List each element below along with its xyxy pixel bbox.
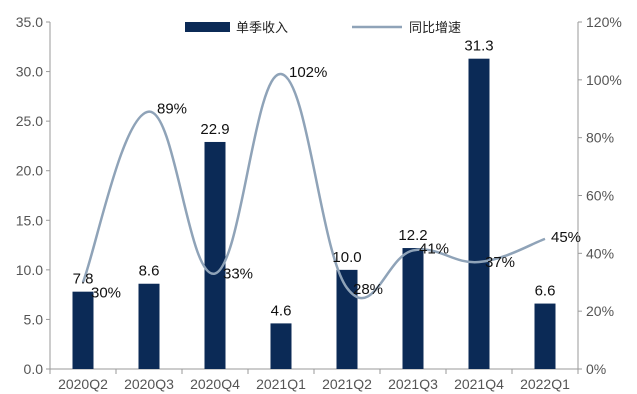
line-layer bbox=[81, 72, 546, 300]
line-value-label: 33% bbox=[223, 266, 253, 283]
legend-bar-label: 单季收入 bbox=[236, 21, 288, 36]
bar bbox=[204, 141, 226, 369]
legend-bar-swatch bbox=[185, 22, 230, 32]
x-tick-label: 2020Q2 bbox=[58, 376, 108, 392]
line-value-label: 102% bbox=[289, 64, 327, 81]
x-tick-label: 2021Q3 bbox=[388, 376, 438, 392]
bar-value-label: 6.6 bbox=[535, 283, 556, 300]
y-left-tick-label: 30.0 bbox=[16, 64, 43, 80]
x-tick-label: 2020Q4 bbox=[190, 376, 240, 392]
x-tick-label: 2022Q1 bbox=[520, 376, 570, 392]
bar-value-label: 12.2 bbox=[398, 227, 427, 244]
x-tick-label: 2021Q4 bbox=[454, 376, 504, 392]
y-right-tick-label: 20% bbox=[586, 303, 614, 319]
y-right-tick-label: 40% bbox=[586, 245, 614, 261]
y-left-tick-label: 10.0 bbox=[16, 262, 43, 278]
legend: 单季收入 同比增速 bbox=[185, 21, 461, 36]
y-right-tick-label: 100% bbox=[586, 72, 622, 88]
line-value-label: 37% bbox=[485, 254, 515, 271]
bar bbox=[402, 248, 424, 369]
line-value-label: 28% bbox=[353, 281, 383, 298]
bar bbox=[534, 303, 556, 369]
bar bbox=[138, 283, 160, 369]
x-tick-label: 2021Q1 bbox=[256, 376, 306, 392]
bar-value-label: 22.9 bbox=[200, 121, 229, 138]
line-value-label: 45% bbox=[551, 229, 581, 246]
legend-line-label: 同比增速 bbox=[409, 21, 461, 36]
y-right-tick-label: 80% bbox=[586, 130, 614, 146]
bar bbox=[270, 323, 292, 369]
bar bbox=[72, 291, 94, 369]
line-value-label: 41% bbox=[419, 240, 449, 257]
bar bbox=[468, 58, 490, 369]
line-value-label: 89% bbox=[157, 101, 187, 118]
y-left-tick-label: 15.0 bbox=[16, 212, 43, 228]
bar-value-label: 8.6 bbox=[139, 263, 160, 280]
bar-value-label: 7.8 bbox=[73, 271, 94, 288]
x-tick-label: 2021Q2 bbox=[322, 376, 372, 392]
bars-layer bbox=[72, 58, 556, 369]
y-left-tick-label: 0.0 bbox=[24, 361, 44, 377]
growth-line bbox=[81, 72, 546, 300]
bar-value-label: 10.0 bbox=[332, 249, 361, 266]
y-right-tick-label: 120% bbox=[586, 14, 622, 30]
y-right-tick-label: 0% bbox=[586, 361, 606, 377]
bar-value-label: 4.6 bbox=[271, 302, 292, 319]
bar-value-label: 31.3 bbox=[464, 38, 493, 55]
y-left-tick-label: 5.0 bbox=[24, 311, 44, 327]
line-value-label: 30% bbox=[91, 284, 121, 301]
y-left-tick-label: 20.0 bbox=[16, 163, 43, 179]
y-left-tick-label: 25.0 bbox=[16, 113, 43, 129]
y-left-tick-label: 35.0 bbox=[16, 14, 43, 30]
y-right-tick-label: 60% bbox=[586, 188, 614, 204]
axes-layer: 0.0 5.0 10.0 15.0 20.0 25.0 30.0 35.0 0% 20% 40% 60… bbox=[16, 14, 622, 392]
labels-layer: 7.8 8.6 22.9 4.6 10.0 12.2 31.3 6.6 30% 89% 33% 102… bbox=[73, 38, 581, 320]
x-tick-label: 2020Q3 bbox=[124, 376, 174, 392]
